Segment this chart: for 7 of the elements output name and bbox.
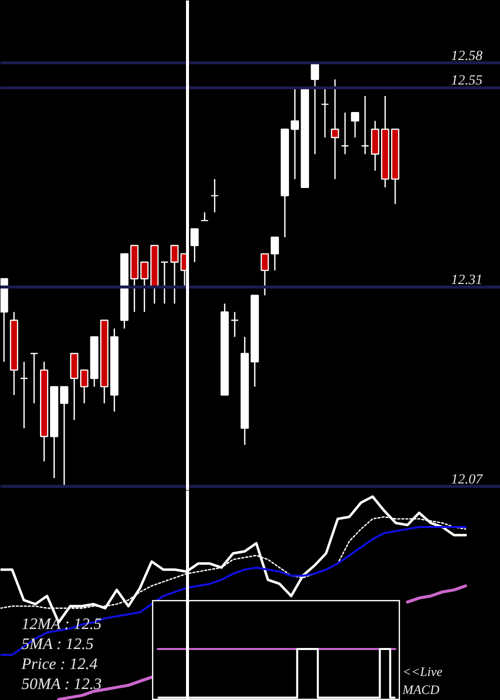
ref-line-label: 12.58	[451, 48, 482, 64]
ref-line-label: 12.07	[451, 472, 484, 488]
ref-line-label: 12.31	[451, 273, 482, 288]
ref-line-label: 12.55	[451, 74, 482, 89]
annotation: 50MA : 12.3	[22, 676, 102, 693]
text: <<Live MACD	[402, 664, 442, 697]
annotation: Price : 12.4	[20, 656, 98, 673]
